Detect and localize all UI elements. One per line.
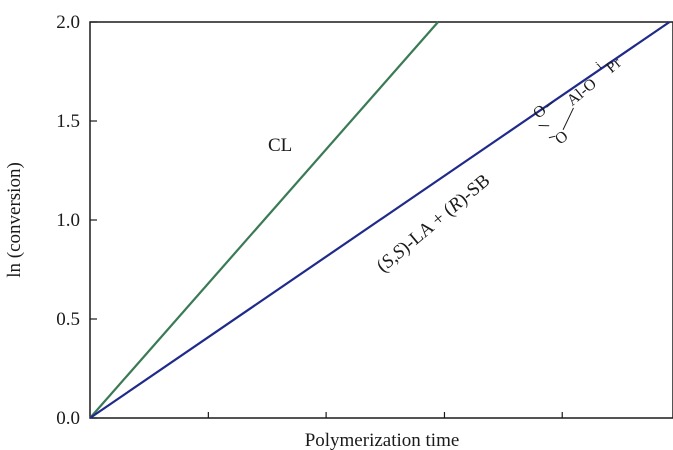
- y-tick-label: 2.0: [56, 12, 80, 33]
- series-layer: [89, 21, 671, 419]
- cl-series-label: CL: [268, 135, 292, 156]
- y-tick-label: 0.5: [56, 309, 80, 330]
- ssla-pr: Pr: [603, 54, 625, 77]
- y-tick-label: 1.5: [56, 111, 80, 132]
- x-axis-ticks: [207, 412, 563, 418]
- ssla-o-bottom: O: [552, 128, 572, 148]
- series-line-ssla: [89, 21, 671, 419]
- x-axis-label: Polymerization time: [305, 430, 460, 450]
- ssla-al-o: Al-O: [564, 75, 600, 109]
- svg-text:(S,S)-LA + (R)-SB: (S,S)-LA + (R)-SB: [373, 170, 495, 277]
- series-line-cl: [89, 21, 439, 419]
- y-axis-ticks: 0.0 0.5 1.0 1.5 2.0: [56, 12, 97, 429]
- y-tick-label: 1.0: [56, 210, 80, 231]
- ssla-bond-right-bottom: [562, 107, 574, 130]
- ssla-bond-bottom: [548, 135, 556, 139]
- ssla-bond-top: [538, 124, 550, 127]
- y-axis-label: ln (conversion): [4, 162, 25, 278]
- y-tick-label: 0.0: [56, 408, 80, 429]
- ssla-series-label: (S,S)-LA + (R)-SB O – O Al-O i Pr: [373, 54, 626, 277]
